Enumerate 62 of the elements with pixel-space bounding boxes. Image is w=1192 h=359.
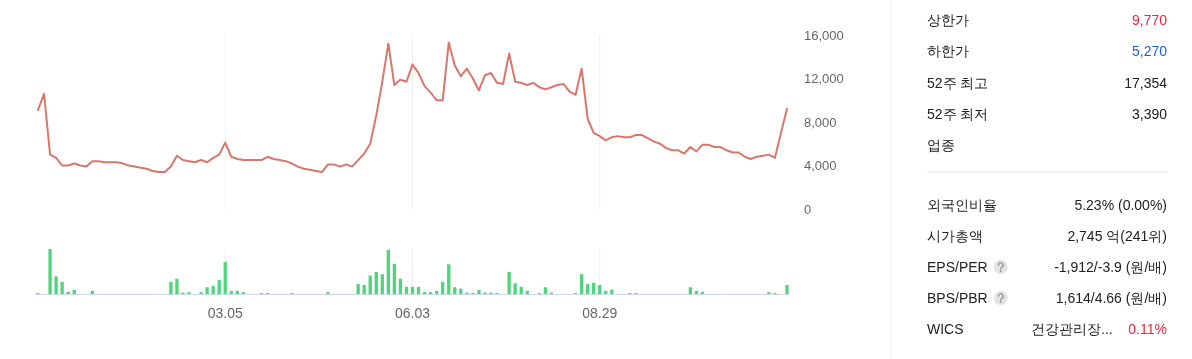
category-label: 52주 최고	[927, 74, 989, 91]
category-label: BPS/PBR	[927, 290, 988, 306]
text: 5.23% (0.00%)	[1074, 197, 1167, 213]
category-label: 상한가	[927, 12, 969, 28]
line-series	[37, 41, 788, 174]
bar	[453, 287, 457, 294]
bar	[223, 262, 227, 294]
text: 건강관리장... 0.11%	[1031, 321, 1167, 337]
bar	[386, 249, 390, 294]
bar	[598, 285, 602, 294]
y-tick-label: 12,000	[804, 71, 844, 86]
bar	[169, 281, 173, 294]
bar	[229, 290, 233, 294]
x-tick-label: 08.29	[582, 305, 618, 321]
bar	[356, 284, 360, 294]
bar	[441, 281, 445, 294]
y-tick-label: 8,000	[804, 114, 837, 130]
bar	[60, 281, 64, 294]
text: -1,912/-3.9 (원/배)	[1054, 259, 1167, 275]
bar	[175, 278, 179, 294]
bar	[586, 284, 590, 294]
category-label: 52주 최저	[927, 105, 989, 122]
category-label: EPS/PER	[927, 259, 988, 275]
category-label: 외국인비율	[927, 197, 997, 213]
text: 1,614/4.66 (원/배)	[1055, 290, 1167, 306]
bar	[374, 271, 378, 294]
bar	[694, 290, 699, 294]
text: 9,770	[1131, 12, 1167, 28]
bar	[785, 285, 789, 294]
y-tick-label: 16,000	[804, 27, 844, 43]
bar	[72, 289, 76, 294]
category-label: 업종	[927, 137, 955, 154]
bar	[362, 285, 366, 294]
y-tick-label: 4,000	[804, 158, 837, 173]
y-tick-label: 0	[804, 201, 812, 217]
text: 17,354	[1124, 74, 1167, 91]
bar	[507, 271, 511, 294]
bar	[543, 287, 548, 294]
bar	[579, 274, 584, 294]
bar	[513, 283, 517, 294]
category-label: 하한가	[927, 43, 969, 60]
bar	[688, 287, 693, 294]
bar	[435, 290, 439, 294]
x-tick-label: 06.03	[394, 305, 431, 321]
bar	[392, 263, 397, 294]
bar	[90, 290, 95, 294]
bar	[477, 289, 481, 294]
x-tick-label: 03.05	[207, 305, 243, 321]
bar	[447, 264, 451, 294]
text: 5,270	[1131, 43, 1167, 60]
text: 2,745 억(241위)	[1067, 228, 1167, 244]
bar	[217, 280, 221, 294]
bar	[205, 287, 209, 294]
bar	[525, 290, 529, 294]
category-label: 시가총액	[927, 228, 983, 244]
bar	[380, 274, 384, 294]
bar	[54, 276, 58, 294]
bar	[235, 290, 239, 294]
text: 3,390	[1131, 105, 1167, 122]
bar	[48, 249, 52, 294]
category-label: WICS	[927, 321, 964, 337]
bar	[604, 290, 608, 294]
